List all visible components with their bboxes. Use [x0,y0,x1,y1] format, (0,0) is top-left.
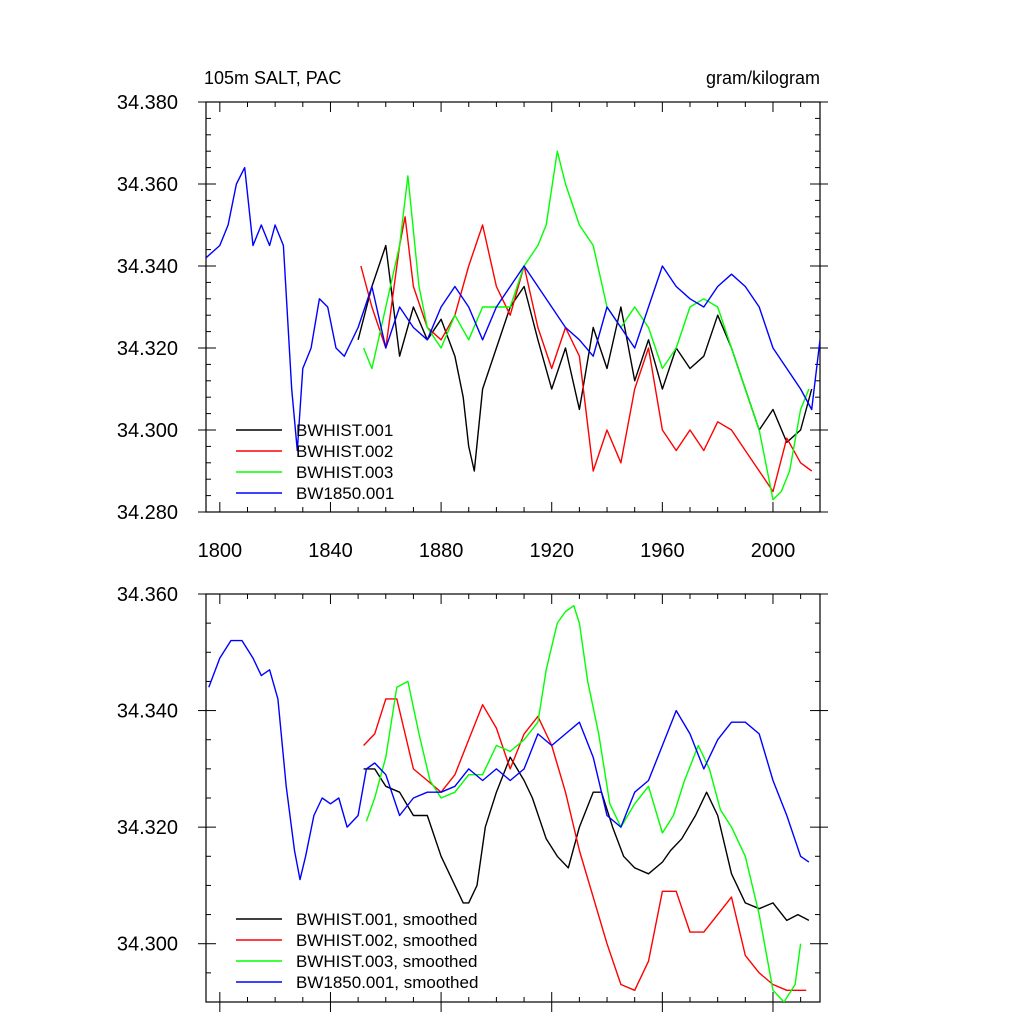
series-line-4 [206,166,820,452]
y-tick-label: 34.380 [117,92,178,114]
x-tick-label: 1800 [198,540,243,562]
y-tick-label: 34.340 [117,701,178,723]
x-tick-label: 1960 [640,540,685,562]
y-tick-label: 34.360 [117,174,178,196]
units-label: gram/kilogram [706,68,820,88]
legend-label: BWHIST.001 [296,421,393,440]
y-tick-label: 34.300 [117,420,178,442]
y-tick-label: 34.360 [117,584,178,606]
series-line-3 [362,150,810,501]
series-line-2 [360,216,813,493]
legend-label: BWHIST.003, smoothed [296,952,477,971]
legend-label: BWHIST.001, smoothed [296,910,477,929]
y-tick-label: 34.320 [117,338,178,360]
legend-label: BW1850.001, smoothed [296,973,478,992]
legend-label: BWHIST.002, smoothed [296,931,477,950]
x-tick-label: 1920 [529,540,574,562]
bottom-panel: 34.300 34.320 34.340 34.360 BWHIST.001, smoo… [117,584,828,1012]
series-line-1 [357,244,813,472]
series-line-3 [365,605,802,1002]
plot-frame [205,101,821,513]
series-line-1 [363,756,810,922]
legend-label: BWHIST.002 [296,442,393,461]
x-tick-label: 1840 [308,540,353,562]
x-tick-label: 1880 [419,540,464,562]
top-panel: 1800 1840 1880 1920 1960 2000 34.280 34.300 34.3… [117,68,828,562]
chart-title: 105m SALT, PAC [204,68,341,88]
series-line-4 [208,639,810,881]
legend-label: BWHIST.003 [296,463,393,482]
y-tick-label: 34.340 [117,256,178,278]
legend-label: BW1850.001 [296,484,394,503]
y-tick-label: 34.300 [117,934,178,956]
y-tick-label: 34.320 [117,817,178,839]
x-tick-label: 2000 [751,540,796,562]
y-tick-label: 34.280 [117,502,178,524]
